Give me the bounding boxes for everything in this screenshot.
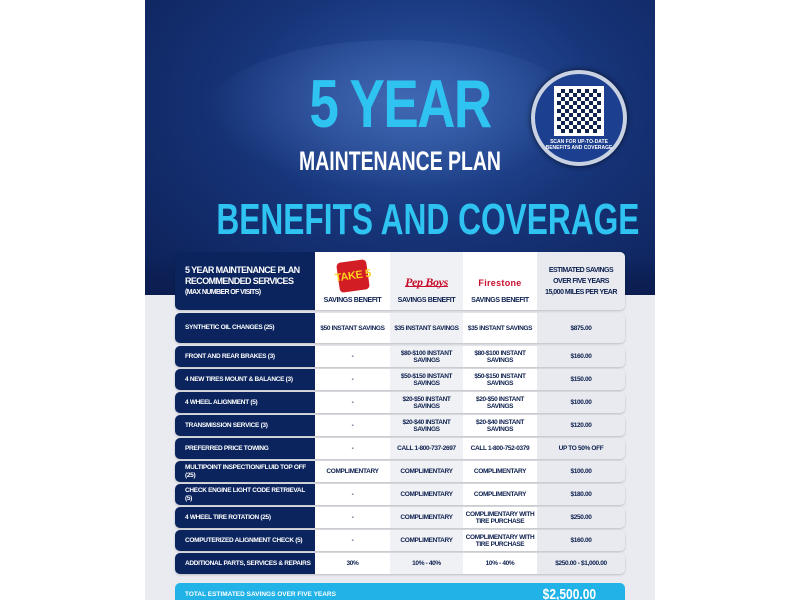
estimate-cell: $150.00: [537, 369, 625, 390]
pepboys-cell: COMPLIMENTARY: [390, 507, 463, 528]
estimate-cell: $250.00: [537, 507, 625, 528]
header-line: 5 YEAR MAINTENANCE PLAN: [185, 264, 300, 275]
service-label: 4 WHEEL ALIGNMENT (5): [175, 392, 315, 413]
title-maintenance-plan: MAINTENANCE PLAN: [299, 146, 501, 176]
firestone-cell: CALL 1-800-752-0379: [463, 438, 537, 459]
header-pepboys: Pep Boys SAVINGS BENEFIT: [390, 252, 463, 310]
take5-cell: -: [315, 530, 390, 551]
table-row: PREFERRED PRICE TOWING - CALL 1-800-737-26…: [175, 438, 625, 459]
estimate-line: 15,000 MILES PER YEAR: [545, 288, 617, 296]
firestone-cell: $20-$40 INSTANT SAVINGS: [463, 415, 537, 436]
take5-logo: TAKE 5: [334, 259, 371, 293]
column-label: SAVINGS BENEFIT: [471, 297, 529, 304]
table-row: 4 NEW TIRES MOUNT & BALANCE (3) - $50-$150…: [175, 369, 625, 390]
pepboys-logo: Pep Boys: [405, 275, 448, 289]
estimate-cell: $160.00: [537, 346, 625, 367]
firestone-cell: $80-$100 INSTANT SAVINGS: [463, 346, 537, 367]
table-row: ADDITIONAL PARTS, SERVICES & REPAIRS 30% 1…: [175, 553, 625, 574]
estimate-cell: $250.00 - $1,000.00: [537, 553, 625, 574]
estimate-cell: $180.00: [537, 484, 625, 505]
estimate-cell: $120.00: [537, 415, 625, 436]
qr-code-icon[interactable]: [554, 85, 604, 136]
pepboys-cell: COMPLIMENTARY: [390, 530, 463, 551]
qr-badge[interactable]: SCAN FOR UP-TO-DATE BENEFITS AND COVERAG…: [531, 70, 627, 166]
firestone-cell: COMPLIMENTARY WITH TIRE PURCHASE: [463, 530, 537, 551]
estimate-line: OVER FIVE YEARS: [553, 277, 609, 285]
firestone-cell: $50-$150 INSTANT SAVINGS: [463, 369, 537, 390]
take5-cell: -: [315, 369, 390, 390]
pepboys-cell: $50-$150 INSTANT SAVINGS: [390, 369, 463, 390]
service-label: TRANSMISSION SERVICE (3): [175, 415, 315, 436]
take5-cell: -: [315, 438, 390, 459]
table-row: TRANSMISSION SERVICE (3) - $20-$40 INSTANT…: [175, 415, 625, 436]
estimate-cell: $100.00: [537, 392, 625, 413]
column-label: SAVINGS BENEFIT: [397, 297, 456, 304]
table-row: 4 WHEEL TIRE ROTATION (25) - COMPLIMENTARY…: [175, 507, 625, 528]
service-label: ADDITIONAL PARTS, SERVICES & REPAIRS: [175, 553, 315, 574]
total-label: TOTAL ESTIMATED SAVINGS OVER FIVE YEARS: [185, 590, 336, 598]
firestone-cell: $35 INSTANT SAVINGS: [463, 313, 537, 343]
pepboys-cell: $80-$100 INSTANT SAVINGS: [390, 346, 463, 367]
estimate-cell: $100.00: [537, 461, 625, 482]
service-label: FRONT AND REAR BRAKES (3): [175, 346, 315, 367]
column-label: SAVINGS BENEFIT: [323, 297, 382, 304]
total-value: $2,500.00: [542, 585, 597, 600]
header-label: 5 YEAR MAINTENANCE PLAN RECOMMENDED SERV…: [175, 252, 315, 310]
take5-cell: 30%: [315, 553, 390, 574]
service-label: PREFERRED PRICE TOWING: [175, 438, 315, 459]
table-header: 5 YEAR MAINTENANCE PLAN RECOMMENDED SERV…: [175, 252, 625, 310]
header-firestone: Firestone SAVINGS BENEFIT: [463, 252, 537, 310]
firestone-cell: COMPLIMENTARY: [463, 484, 537, 505]
service-label: CHECK ENGINE LIGHT CODE RETRIEVAL (5): [175, 484, 315, 505]
firestone-cell: 10% - 40%: [463, 553, 537, 574]
header-line: RECOMMENDED SERVICES: [185, 275, 294, 286]
take5-cell: -: [315, 346, 390, 367]
pepboys-cell: CALL 1-800-737-2697: [390, 438, 463, 459]
table-row: CHECK ENGINE LIGHT CODE RETRIEVAL (5) - CO…: [175, 484, 625, 505]
service-label: 4 NEW TIRES MOUNT & BALANCE (3): [175, 369, 315, 390]
table-row: MULTIPOINT INSPECTION/FLUID TOP OFF (25)…: [175, 461, 625, 482]
service-label: MULTIPOINT INSPECTION/FLUID TOP OFF (25): [175, 461, 315, 482]
service-label: 4 WHEEL TIRE ROTATION (25): [175, 507, 315, 528]
service-label: SYNTHETIC OIL CHANGES (25): [175, 313, 315, 343]
take5-cell: -: [315, 392, 390, 413]
table-row: SYNTHETIC OIL CHANGES (25) $50 INSTANT SA…: [175, 313, 625, 343]
firestone-cell: $20-$50 INSTANT SAVINGS: [463, 392, 537, 413]
estimate-cell: $875.00: [537, 313, 625, 343]
estimate-cell: UP TO 50% OFF: [537, 438, 625, 459]
table-row: FRONT AND REAR BRAKES (3) - $80-$100 INSTA…: [175, 346, 625, 367]
take5-cell: -: [315, 415, 390, 436]
service-label: COMPUTERIZED ALIGNMENT CHECK (5): [175, 530, 315, 551]
table-row: 4 WHEEL ALIGNMENT (5) - $20-$50 INSTANT SA…: [175, 392, 625, 413]
firestone-logo: Firestone: [478, 278, 522, 288]
total-savings-bar: TOTAL ESTIMATED SAVINGS OVER FIVE YEARS …: [175, 583, 625, 600]
estimate-line: ESTIMATED SAVINGS: [548, 266, 614, 274]
poster: 5 YEAR MAINTENANCE PLAN BENEFITS AND COV…: [145, 0, 655, 600]
table-row: COMPUTERIZED ALIGNMENT CHECK (5) - COMPLIM…: [175, 530, 625, 551]
pepboys-cell: COMPLIMENTARY: [390, 484, 463, 505]
take5-cell: -: [315, 484, 390, 505]
title-benefits-coverage: BENEFITS AND COVERAGE: [216, 195, 640, 244]
header-line: (MAX NUMBER OF VISITS): [185, 288, 261, 296]
header-take5: TAKE 5 SAVINGS BENEFIT: [315, 252, 390, 310]
pepboys-cell: $20-$40 INSTANT SAVINGS: [390, 415, 463, 436]
take5-cell: $50 INSTANT SAVINGS: [315, 313, 390, 343]
pepboys-cell: $35 INSTANT SAVINGS: [390, 313, 463, 343]
pepboys-cell: COMPLIMENTARY: [390, 461, 463, 482]
hero-banner: 5 YEAR MAINTENANCE PLAN BENEFITS AND COV…: [145, 0, 655, 295]
title-5-year: 5 YEAR: [309, 66, 492, 142]
firestone-cell: COMPLIMENTARY: [463, 461, 537, 482]
pepboys-cell: 10% - 40%: [390, 553, 463, 574]
pepboys-cell: $20-$50 INSTANT SAVINGS: [390, 392, 463, 413]
header-estimate: ESTIMATED SAVINGS OVER FIVE YEARS 15,000…: [537, 252, 625, 310]
take5-cell: -: [315, 507, 390, 528]
estimate-cell: $160.00: [537, 530, 625, 551]
take5-cell: COMPLIMENTARY: [315, 461, 390, 482]
car-background-image: [205, 40, 585, 190]
qr-caption: SCAN FOR UP-TO-DATE BENEFITS AND COVERAG…: [545, 138, 613, 151]
firestone-cell: COMPLIMENTARY WITH TIRE PURCHASE: [463, 507, 537, 528]
